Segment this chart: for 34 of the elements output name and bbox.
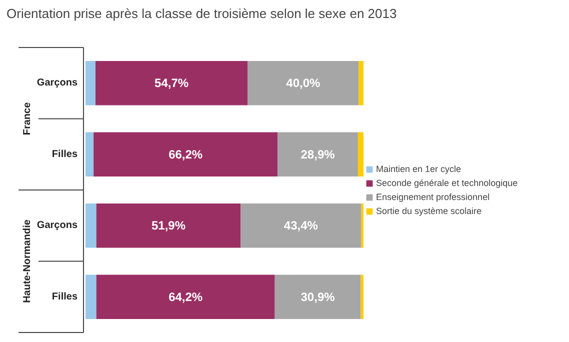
data-label: 43,4% (284, 218, 318, 233)
y-tick-label: Garçons (36, 78, 78, 89)
data-label: 28,9% (300, 147, 336, 162)
text: Haute-Normandie (22, 219, 33, 303)
data-label: 30,9% (300, 290, 336, 304)
legend-label: Enseignement professionnel (376, 192, 490, 202)
bar (96, 204, 241, 248)
bar (358, 61, 364, 106)
bar (240, 204, 362, 248)
data-label: 66,2% (168, 147, 203, 162)
data-label: 54,7% (154, 76, 189, 90)
bar (278, 132, 358, 176)
data-label: 40,0% (286, 76, 321, 90)
bar (86, 61, 96, 106)
bar (86, 274, 96, 319)
bar (360, 274, 364, 319)
chart-title: Orientation prise après la classe de troisième selon le sexe en 2013 (6, 6, 397, 21)
y-tick-label: Filles (52, 148, 78, 160)
bar (86, 132, 94, 176)
bar (86, 204, 96, 248)
bar (274, 274, 361, 319)
text: France (22, 102, 33, 136)
legend-label: Seconde générale et technologique (376, 178, 518, 188)
y-tick-label: Garçons (36, 220, 78, 232)
bar (248, 61, 359, 106)
data-label: 51,9% (151, 218, 186, 233)
bar (96, 61, 248, 106)
legend-label: Maintien en 1er cycle (376, 164, 462, 174)
bar (96, 274, 275, 319)
data-label: 64,2% (168, 290, 203, 304)
legend-label: Sortie du système scolaire (376, 206, 482, 216)
bar (94, 132, 278, 176)
bar (358, 132, 364, 176)
y-tick-label: Filles (52, 291, 78, 302)
